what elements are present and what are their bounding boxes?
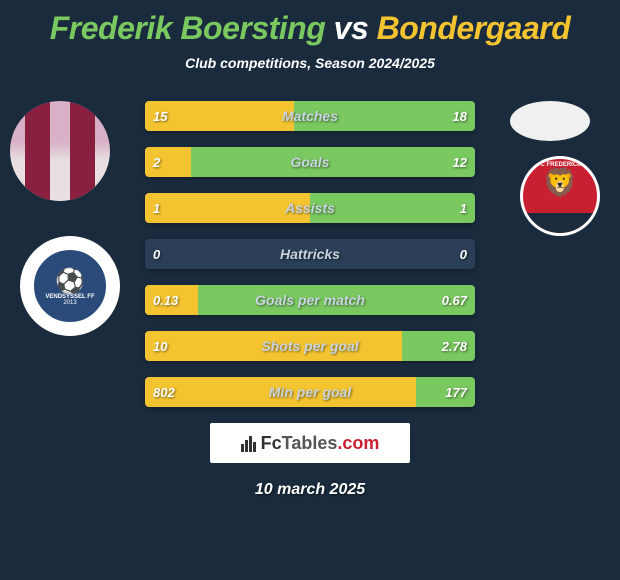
stat-fill-left	[145, 147, 191, 177]
player2-name: Bondergaard	[377, 10, 571, 46]
stat-value-left: 802	[153, 385, 175, 400]
stat-row: 802 177 Min per goal	[145, 377, 475, 407]
stat-value-left: 15	[153, 109, 167, 124]
chart-icon	[241, 434, 257, 452]
date-label: 10 march 2025	[0, 481, 620, 499]
stat-row: 0 0 Hattricks	[145, 239, 475, 269]
stat-value-left: 0.13	[153, 293, 178, 308]
content-area: ⚽ VENDSYSSEL FF 2013 FC FREDERICIA 🦁 151…	[0, 101, 620, 499]
stat-value-right: 2.78	[442, 339, 467, 354]
stat-label: Shots per goal	[261, 338, 358, 354]
logo-com: .com	[337, 433, 379, 453]
stat-value-right: 0.67	[442, 293, 467, 308]
lion-icon: 🦁	[543, 166, 578, 199]
stat-value-right: 18	[453, 109, 467, 124]
stat-value-left: 10	[153, 339, 167, 354]
stat-label: Min per goal	[269, 384, 351, 400]
soccer-ball-icon: ⚽	[55, 267, 85, 296]
fctables-logo[interactable]: FcTables.com	[210, 423, 410, 463]
stats-bars: 1518Matches212Goals11Assists00Hattricks0…	[145, 101, 475, 407]
stat-value-right: 12	[453, 155, 467, 170]
page-title: Frederik Boersting vs Bondergaard	[0, 0, 620, 47]
stat-row: 0.13 0.67 Goals per match	[145, 285, 475, 315]
stat-value-right: 1	[460, 201, 467, 216]
stat-label: Assists	[285, 200, 335, 216]
player2-avatar	[510, 101, 590, 141]
logo-tables: Tables	[282, 433, 338, 453]
stat-value-right: 0	[460, 247, 467, 262]
stat-value-right: 177	[445, 385, 467, 400]
stat-label: Matches	[282, 108, 338, 124]
player2-club-badge: FC FREDERICIA 🦁	[520, 156, 600, 236]
stat-value-left: 2	[153, 155, 160, 170]
stat-row: 15 18 Matches	[145, 101, 475, 131]
player1-club-badge: ⚽ VENDSYSSEL FF 2013	[20, 236, 120, 336]
stat-value-left: 1	[153, 201, 160, 216]
club1-year: 2013	[63, 300, 76, 306]
stat-label: Hattricks	[280, 246, 340, 262]
vs-text: vs	[334, 10, 369, 46]
stat-row: 2 12 Goals	[145, 147, 475, 177]
subtitle: Club competitions, Season 2024/2025	[0, 55, 620, 71]
player1-name: Frederik Boersting	[50, 10, 326, 46]
stat-label: Goals per match	[255, 292, 365, 308]
stat-row: 10 2.78 Shots per goal	[145, 331, 475, 361]
stat-value-left: 0	[153, 247, 160, 262]
logo-fc: Fc	[261, 433, 282, 453]
stat-row: 1 1 Assists	[145, 193, 475, 223]
stat-fill-right	[191, 147, 475, 177]
player1-avatar	[10, 101, 110, 201]
stat-label: Goals	[291, 154, 330, 170]
